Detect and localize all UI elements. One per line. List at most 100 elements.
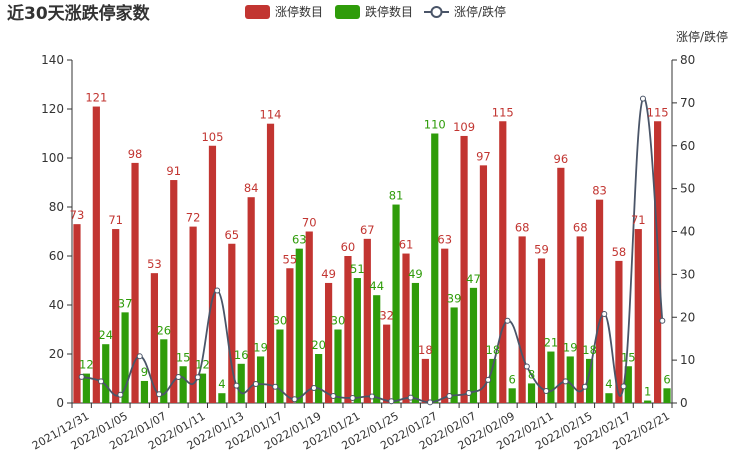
bar-limit-down[interactable] (508, 388, 516, 403)
ratio-point[interactable] (98, 378, 105, 385)
bar-limit-down[interactable] (527, 383, 536, 403)
ratio-point[interactable] (136, 353, 143, 360)
ratio-point[interactable] (446, 393, 453, 400)
bar-limit-up[interactable] (344, 256, 352, 403)
bar-limit-down[interactable] (566, 356, 574, 403)
bar-limit-down[interactable] (140, 380, 149, 403)
bar-limit-down[interactable] (295, 248, 303, 403)
ratio-point[interactable] (78, 373, 85, 380)
ratio-point[interactable] (407, 394, 414, 401)
ratio-point[interactable] (523, 363, 530, 370)
bar-limit-down[interactable] (82, 373, 90, 403)
bar-limit-down[interactable] (663, 388, 671, 403)
ratio-point[interactable] (252, 381, 259, 388)
bar-limit-up[interactable] (537, 258, 546, 403)
ratio-point[interactable] (310, 384, 317, 391)
ratio-point[interactable] (233, 382, 240, 389)
legend-item-ratio[interactable]: 涨停/跌停 (424, 4, 506, 19)
bar-limit-up[interactable] (595, 199, 604, 403)
bar-limit-down[interactable] (392, 204, 400, 403)
bar-limit-down[interactable] (644, 400, 652, 403)
bar-limit-down[interactable] (198, 373, 207, 403)
bar-limit-down[interactable] (605, 393, 613, 403)
bar-limit-up[interactable] (150, 273, 158, 403)
bar-limit-down[interactable] (237, 363, 245, 403)
bar-limit-down[interactable] (431, 133, 439, 404)
ratio-point[interactable] (156, 391, 163, 398)
bar-limit-down[interactable] (469, 287, 478, 403)
legend[interactable]: 涨停数目 跌停数目 涨停/跌停 (245, 4, 506, 19)
ratio-point[interactable] (369, 393, 375, 400)
ratio-point[interactable] (620, 383, 627, 390)
ratio-point[interactable] (349, 394, 356, 401)
ratio-point[interactable] (581, 383, 588, 390)
legend-item-limit-down[interactable]: 跌停数目 (335, 4, 413, 19)
label-limit-down: 12 (79, 358, 94, 372)
bar-limit-up[interactable] (479, 165, 488, 403)
bar-limit-up[interactable] (73, 224, 81, 403)
bar-limit-up[interactable] (499, 121, 507, 403)
bar-limit-up[interactable] (576, 236, 584, 403)
bar-limit-up[interactable] (286, 268, 294, 403)
label-limit-down: 24 (98, 328, 113, 342)
ratio-point[interactable] (465, 390, 472, 397)
ratio-point[interactable] (272, 383, 279, 390)
bar-limit-up[interactable] (228, 243, 236, 403)
ratio-point[interactable] (175, 373, 182, 380)
bar-limit-up[interactable] (189, 226, 197, 403)
ratio-point[interactable] (601, 311, 608, 318)
bar-limit-up[interactable] (208, 145, 217, 403)
ratio-point[interactable] (388, 398, 395, 405)
bar-limit-up[interactable] (402, 253, 410, 403)
ratio-point[interactable] (562, 378, 569, 385)
ratio-point[interactable] (485, 376, 492, 383)
bar-limit-down[interactable] (373, 295, 381, 403)
bar-limit-up[interactable] (170, 180, 178, 403)
bar-limit-up[interactable] (92, 106, 100, 404)
bar-limit-up[interactable] (421, 358, 429, 403)
bar-limit-down[interactable] (334, 329, 342, 404)
bar-limit-up[interactable] (654, 121, 662, 403)
ratio-point[interactable] (194, 374, 201, 381)
ratio-point[interactable] (543, 387, 550, 394)
bar-limit-down[interactable] (121, 312, 129, 403)
bar-limit-up[interactable] (557, 167, 565, 403)
bar-limit-down[interactable] (586, 358, 594, 403)
bar-limit-down[interactable] (411, 282, 420, 403)
ratio-point[interactable] (291, 396, 298, 403)
bar-limit-down[interactable] (160, 339, 168, 403)
bar-limit-down[interactable] (450, 307, 458, 403)
bar-limit-up[interactable] (305, 231, 313, 404)
ratio-point[interactable] (330, 393, 337, 400)
bar-limit-down[interactable] (102, 344, 110, 403)
bar-limit-up[interactable] (131, 162, 139, 403)
ratio-point[interactable] (214, 287, 221, 294)
bar-limit-down[interactable] (276, 329, 284, 404)
bar-limit-down[interactable] (353, 278, 361, 403)
bar-limit-down[interactable] (256, 356, 265, 403)
bar-limit-down[interactable] (218, 393, 226, 403)
bar-limit-up[interactable] (363, 238, 371, 403)
bar-limit-up[interactable] (441, 248, 449, 403)
bar-limit-up[interactable] (518, 236, 526, 403)
legend-item-limit-up[interactable]: 涨停数目 (245, 4, 323, 19)
bar-limit-up[interactable] (615, 260, 623, 403)
bar-limit-down[interactable] (179, 366, 187, 403)
bar-limit-down[interactable] (489, 358, 497, 403)
ratio-point[interactable] (117, 391, 124, 398)
bar-limit-up[interactable] (383, 324, 391, 403)
bar-limit-down[interactable] (624, 366, 632, 403)
bar-limit-up[interactable] (634, 229, 642, 403)
bar-limit-up[interactable] (112, 229, 120, 403)
bar-limit-up[interactable] (247, 197, 255, 403)
ratio-point[interactable] (504, 317, 511, 324)
bar-limit-up[interactable] (324, 282, 333, 403)
bar-limit-up[interactable] (266, 123, 275, 403)
bar-limit-down[interactable] (547, 351, 555, 403)
ratio-point[interactable] (427, 399, 434, 406)
bar-limit-down[interactable] (315, 354, 323, 403)
y-left-tick-label: 0 (56, 396, 64, 410)
bar-limit-up[interactable] (460, 135, 468, 403)
ratio-point[interactable] (639, 95, 646, 102)
ratio-point[interactable] (659, 317, 666, 324)
